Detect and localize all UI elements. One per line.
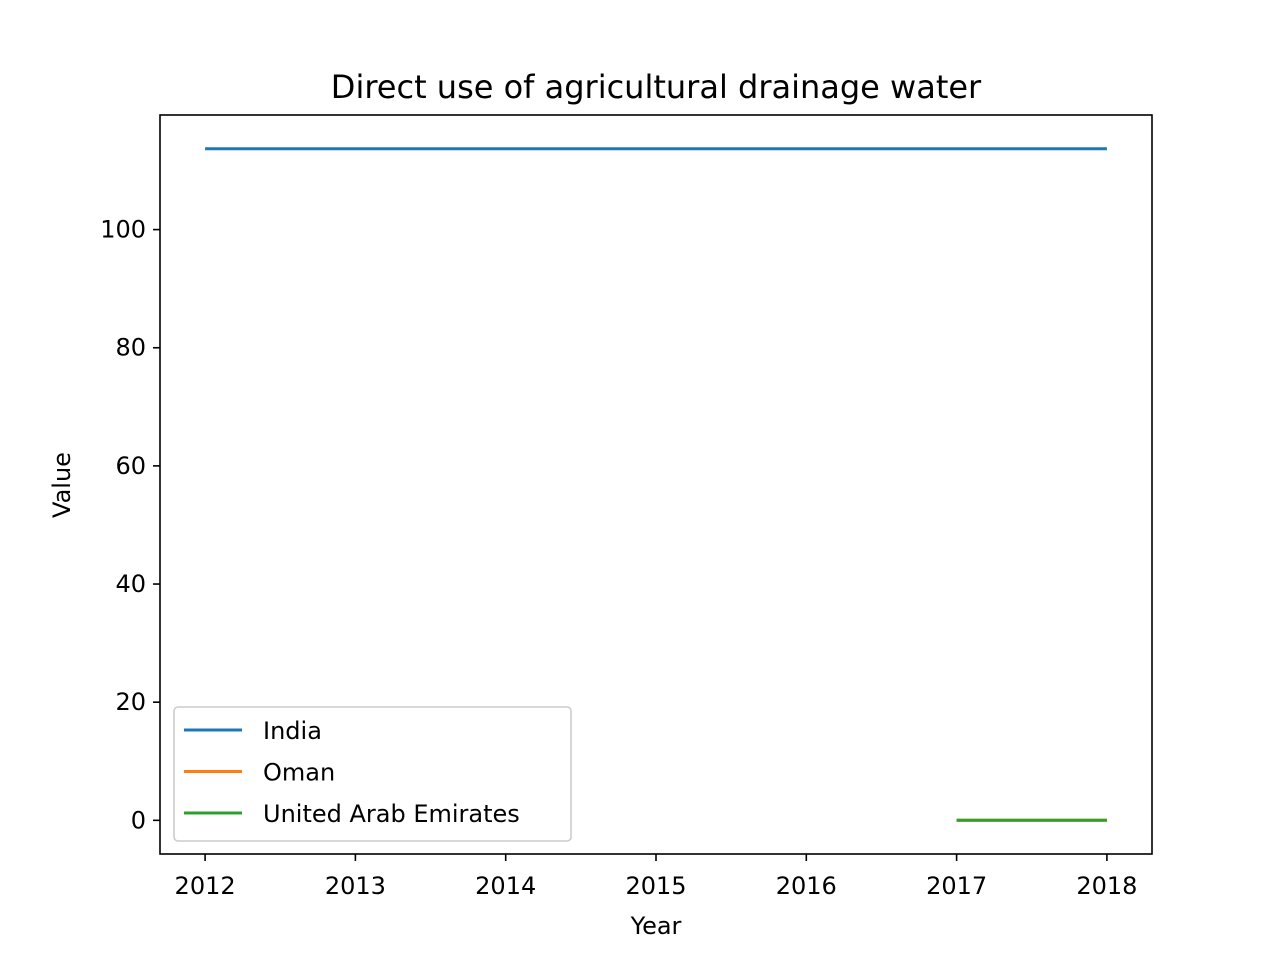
legend-label: Oman	[263, 759, 335, 787]
legend-label: United Arab Emirates	[263, 800, 520, 828]
x-axis-label: Year	[630, 912, 682, 940]
y-tick-label: 0	[131, 806, 146, 834]
x-tick-label: 2018	[1076, 872, 1137, 900]
plot-area	[205, 147, 1107, 822]
x-tick-label: 2014	[475, 872, 536, 900]
x-tick-label: 2017	[926, 872, 987, 900]
y-axis-label: Value	[48, 452, 76, 518]
x-tick-label: 2016	[776, 872, 837, 900]
x-tick-label: 2013	[325, 872, 386, 900]
chart-title: Direct use of agricultural drainage wate…	[331, 68, 982, 106]
y-tick-label: 100	[100, 216, 146, 244]
legend: India Oman United Arab Emirates	[173, 706, 572, 842]
y-tick-label: 40	[115, 570, 146, 598]
legend-label: India	[263, 717, 322, 745]
x-tick-label: 2012	[175, 872, 236, 900]
y-tick-label: 20	[115, 688, 146, 716]
y-tick-label: 80	[115, 334, 146, 362]
x-tick-label: 2015	[625, 872, 686, 900]
y-tick-label: 60	[115, 452, 146, 480]
legend-box	[173, 706, 572, 842]
